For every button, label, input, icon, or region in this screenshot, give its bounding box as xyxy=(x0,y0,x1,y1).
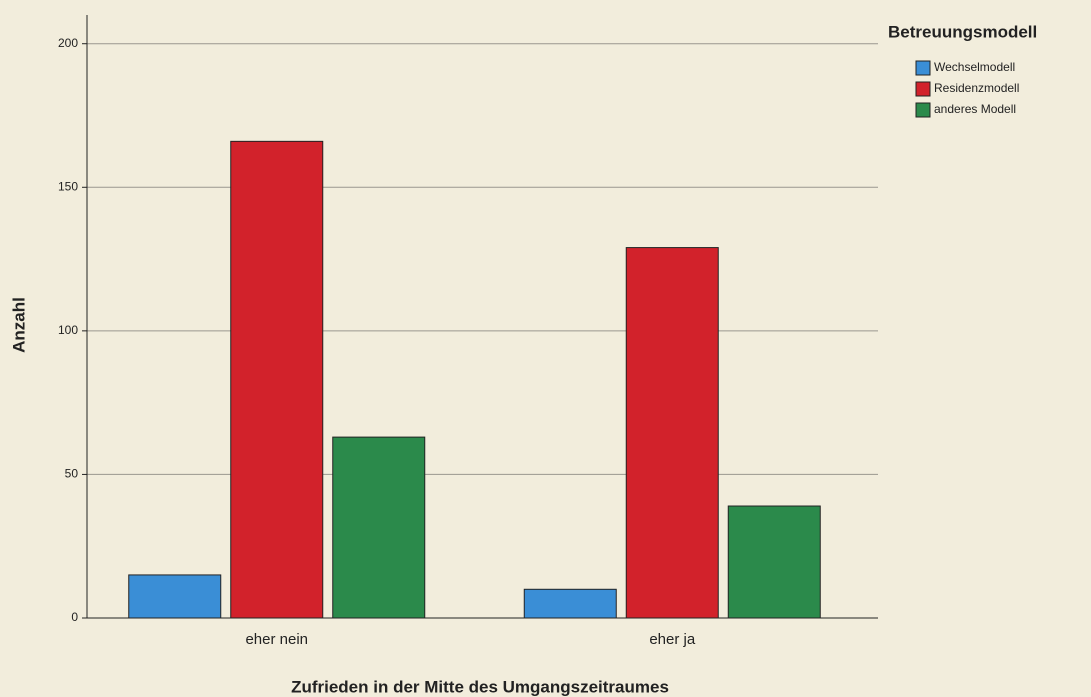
y-tick-label: 0 xyxy=(71,610,78,624)
legend-title: Betreuungsmodell xyxy=(888,22,1037,41)
bar xyxy=(727,505,821,619)
x-axis-label: Zufrieden in der Mitte des Umgangszeitra… xyxy=(291,677,669,696)
legend-label: Wechselmodell xyxy=(934,60,1015,74)
legend-swatch xyxy=(915,60,931,76)
x-tick-label: eher nein xyxy=(245,631,308,648)
bar xyxy=(625,247,719,619)
y-axis-label: Anzahl xyxy=(9,297,28,353)
bar xyxy=(523,588,617,619)
bar xyxy=(128,574,222,619)
x-tick-label: eher ja xyxy=(649,631,696,648)
y-tick-label: 200 xyxy=(58,36,78,50)
bar xyxy=(230,140,324,619)
y-tick-label: 100 xyxy=(58,323,78,337)
legend-swatch xyxy=(915,81,931,97)
legend-swatch xyxy=(915,102,931,118)
legend-label: Residenzmodell xyxy=(934,81,1019,95)
y-tick-label: 150 xyxy=(58,179,78,193)
legend-label: anderes Modell xyxy=(934,102,1016,116)
y-tick-label: 50 xyxy=(65,467,79,481)
bar xyxy=(332,436,426,619)
